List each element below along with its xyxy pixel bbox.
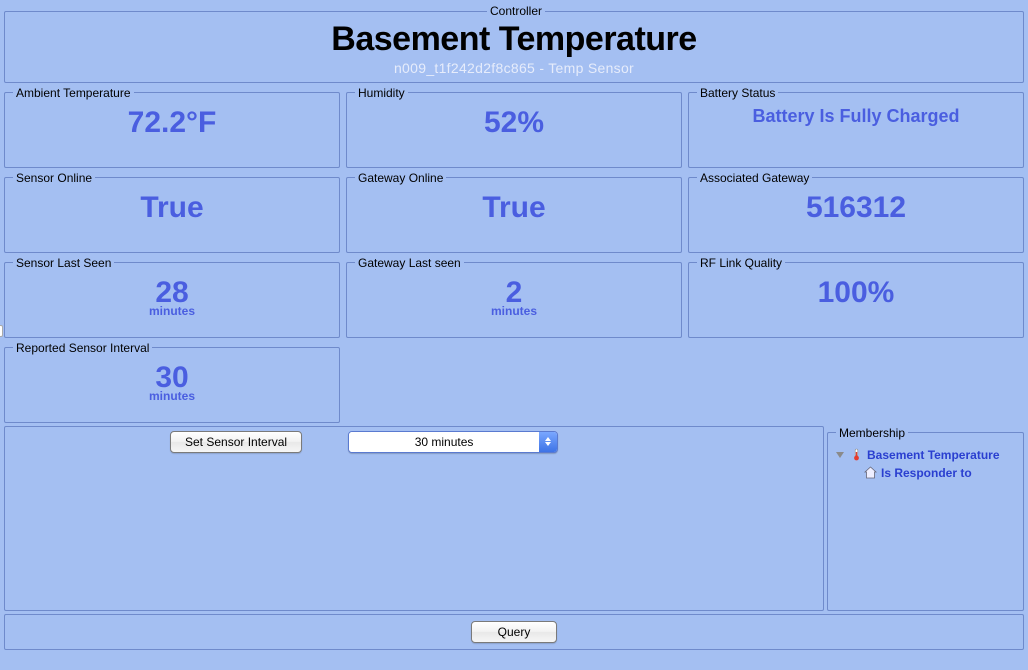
tile-label: Humidity: [355, 86, 408, 100]
tile-label: Sensor Last Seen: [13, 256, 114, 270]
tile-value: True: [353, 189, 675, 227]
membership-legend: Membership: [836, 426, 908, 440]
tile-value: Battery Is Fully Charged: [695, 104, 1017, 129]
membership-fieldset: Membership Basement Temperature: [827, 426, 1024, 611]
tile-ambient-temperature: Ambient Temperature 72.2°F: [4, 86, 340, 168]
controller-fieldset: Controller Basement Temperature n009_t1f…: [4, 4, 1024, 83]
tile-associated-gateway: Associated Gateway 516312: [688, 171, 1024, 253]
tile-reported-sensor-interval: Reported Sensor Interval 30 minutes: [4, 341, 340, 423]
tile-value: 100%: [695, 274, 1017, 312]
tile-unit: minutes: [11, 389, 333, 409]
dropdown-arrows-icon[interactable]: [539, 432, 557, 452]
set-sensor-interval-button[interactable]: Set Sensor Interval: [170, 431, 302, 453]
tree-root-label: Basement Temperature: [867, 446, 1000, 464]
tile-value: 516312: [695, 189, 1017, 227]
tile-value: 72.2°F: [11, 104, 333, 142]
tile-battery-status: Battery Status Battery Is Fully Charged: [688, 86, 1024, 168]
tile-sensor-last-seen: Sensor Last Seen 28 minutes: [4, 256, 340, 338]
tile-humidity: Humidity 52%: [346, 86, 682, 168]
interval-select[interactable]: 30 minutes: [348, 431, 558, 453]
tile-sensor-online: Sensor Online True: [4, 171, 340, 253]
tile-value: True: [11, 189, 333, 227]
tile-value: 52%: [353, 104, 675, 142]
panel-handle[interactable]: [0, 325, 3, 337]
tile-rf-link-quality: RF Link Quality 100%: [688, 256, 1024, 338]
tree-child-label: Is Responder to: [881, 464, 972, 482]
tile-label: Battery Status: [697, 86, 778, 100]
tree-row-child[interactable]: Is Responder to: [836, 464, 1017, 482]
tile-label: RF Link Quality: [697, 256, 785, 270]
page-title: Basement Temperature: [11, 22, 1017, 58]
tile-label: Ambient Temperature: [13, 86, 134, 100]
page-subtitle: n009_t1f242d2f8c865 - Temp Sensor: [11, 60, 1017, 76]
tile-label: Sensor Online: [13, 171, 95, 185]
disclosure-triangle-icon[interactable]: [836, 452, 844, 458]
tile-unit: minutes: [11, 304, 333, 324]
tile-label: Associated Gateway: [697, 171, 812, 185]
controller-legend: Controller: [487, 4, 545, 18]
tile-unit: minutes: [353, 304, 675, 324]
query-bar: Query: [4, 614, 1024, 650]
tile-label: Reported Sensor Interval: [13, 341, 152, 355]
tile-gateway-last-seen: Gateway Last seen 2 minutes: [346, 256, 682, 338]
house-icon: [864, 466, 877, 479]
control-panel: Set Sensor Interval 30 minutes: [4, 426, 824, 611]
tile-label: Gateway Online: [355, 171, 446, 185]
interval-select-value[interactable]: 30 minutes: [349, 432, 539, 452]
query-button[interactable]: Query: [471, 621, 558, 643]
tile-label: Gateway Last seen: [355, 256, 464, 270]
thermometer-icon: [850, 448, 863, 461]
tile-gateway-online: Gateway Online True: [346, 171, 682, 253]
tree-row-root[interactable]: Basement Temperature: [836, 446, 1017, 464]
